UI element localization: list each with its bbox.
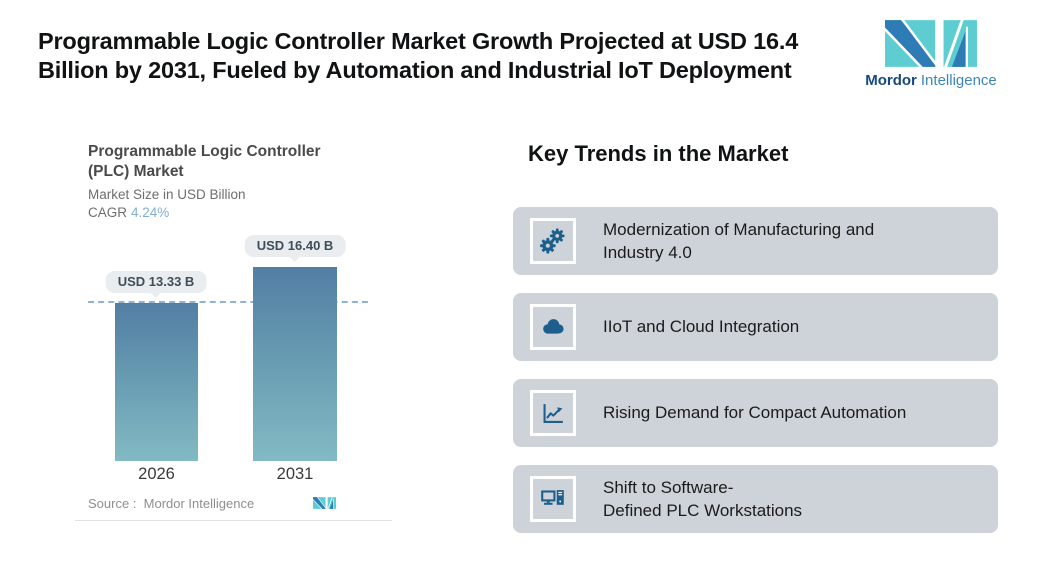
trend-card-label: Rising Demand for Compact Automation (603, 403, 907, 423)
line-chart-icon (543, 404, 563, 423)
brand-name: Mordor Intelligence (864, 72, 998, 89)
icon-tile (530, 304, 576, 350)
chart-subtitle: Market Size in USD Billion (88, 187, 246, 202)
x-axis-labels: 2026 2031 (75, 465, 395, 485)
trends-heading: Key Trends in the Market (528, 141, 789, 166)
x-label-2026: 2026 (138, 465, 175, 483)
cagr-value: 4.24% (131, 205, 170, 220)
chart-title-line-2: (PLC) Market (88, 163, 184, 180)
trend-card-iiot-cloud: IIoT and Cloud Integration (513, 293, 998, 361)
chart-title-line-1: Programmable Logic Controller (88, 143, 321, 160)
source-label: Source : Mordor Intelligence (88, 495, 255, 511)
trend-card-label: IIoT and Cloud Integration (603, 317, 800, 337)
brand-logo: Mordor Intelligence (864, 20, 998, 89)
bar-chart-plot: USD 13.33 B USD 16.40 B (75, 230, 395, 461)
computer-icon (541, 490, 564, 505)
trend-card-label: Shift to Software- Defined PLC Workstati… (603, 477, 803, 521)
bar-2026 (115, 303, 198, 461)
trend-cards: Modernization of Manufacturing and Indus… (513, 207, 998, 533)
chart-source-row: Source : Mordor Intelligence (88, 493, 336, 513)
value-label-2026: USD 13.33 B (105, 271, 207, 293)
chart-cagr: CAGR 4.24% (88, 205, 321, 220)
brand-name-light: Intelligence (920, 72, 997, 89)
bar-2031 (253, 267, 337, 461)
icon-tile (530, 476, 576, 522)
x-label-2031: 2031 (276, 465, 314, 483)
icon-tile (530, 390, 576, 436)
chart-header: Programmable Logic Controller (PLC) Mark… (88, 142, 321, 220)
cagr-label: CAGR (88, 205, 128, 220)
chart-title: Programmable Logic Controller (PLC) Mark… (88, 142, 321, 182)
cloud-icon (543, 319, 564, 334)
trend-card-modernization: Modernization of Manufacturing and Indus… (513, 207, 998, 275)
chart-bottom-divider (75, 520, 392, 521)
trend-card-label: Modernization of Manufacturing and Indus… (603, 219, 875, 263)
reference-dashed-line (88, 301, 368, 303)
brand-name-bold: Mordor (865, 72, 917, 89)
value-label-2031: USD 16.40 B (244, 235, 346, 257)
page-title-line-1: Programmable Logic Controller Market Gro… (38, 28, 799, 54)
gears-icon (540, 228, 565, 254)
mordor-intelligence-logo-icon (885, 20, 977, 67)
page-title-line-2: Billion by 2031, Fueled by Automation an… (38, 57, 792, 83)
page-title: Programmable Logic Controller Market Gro… (38, 27, 878, 85)
mordor-intelligence-mini-logo-icon (313, 497, 336, 509)
trend-card-compact-automation: Rising Demand for Compact Automation (513, 379, 998, 447)
trend-card-software-defined-plc: Shift to Software- Defined PLC Workstati… (513, 465, 998, 533)
icon-tile (530, 218, 576, 264)
plc-market-chart: Programmable Logic Controller (PLC) Mark… (75, 138, 395, 528)
